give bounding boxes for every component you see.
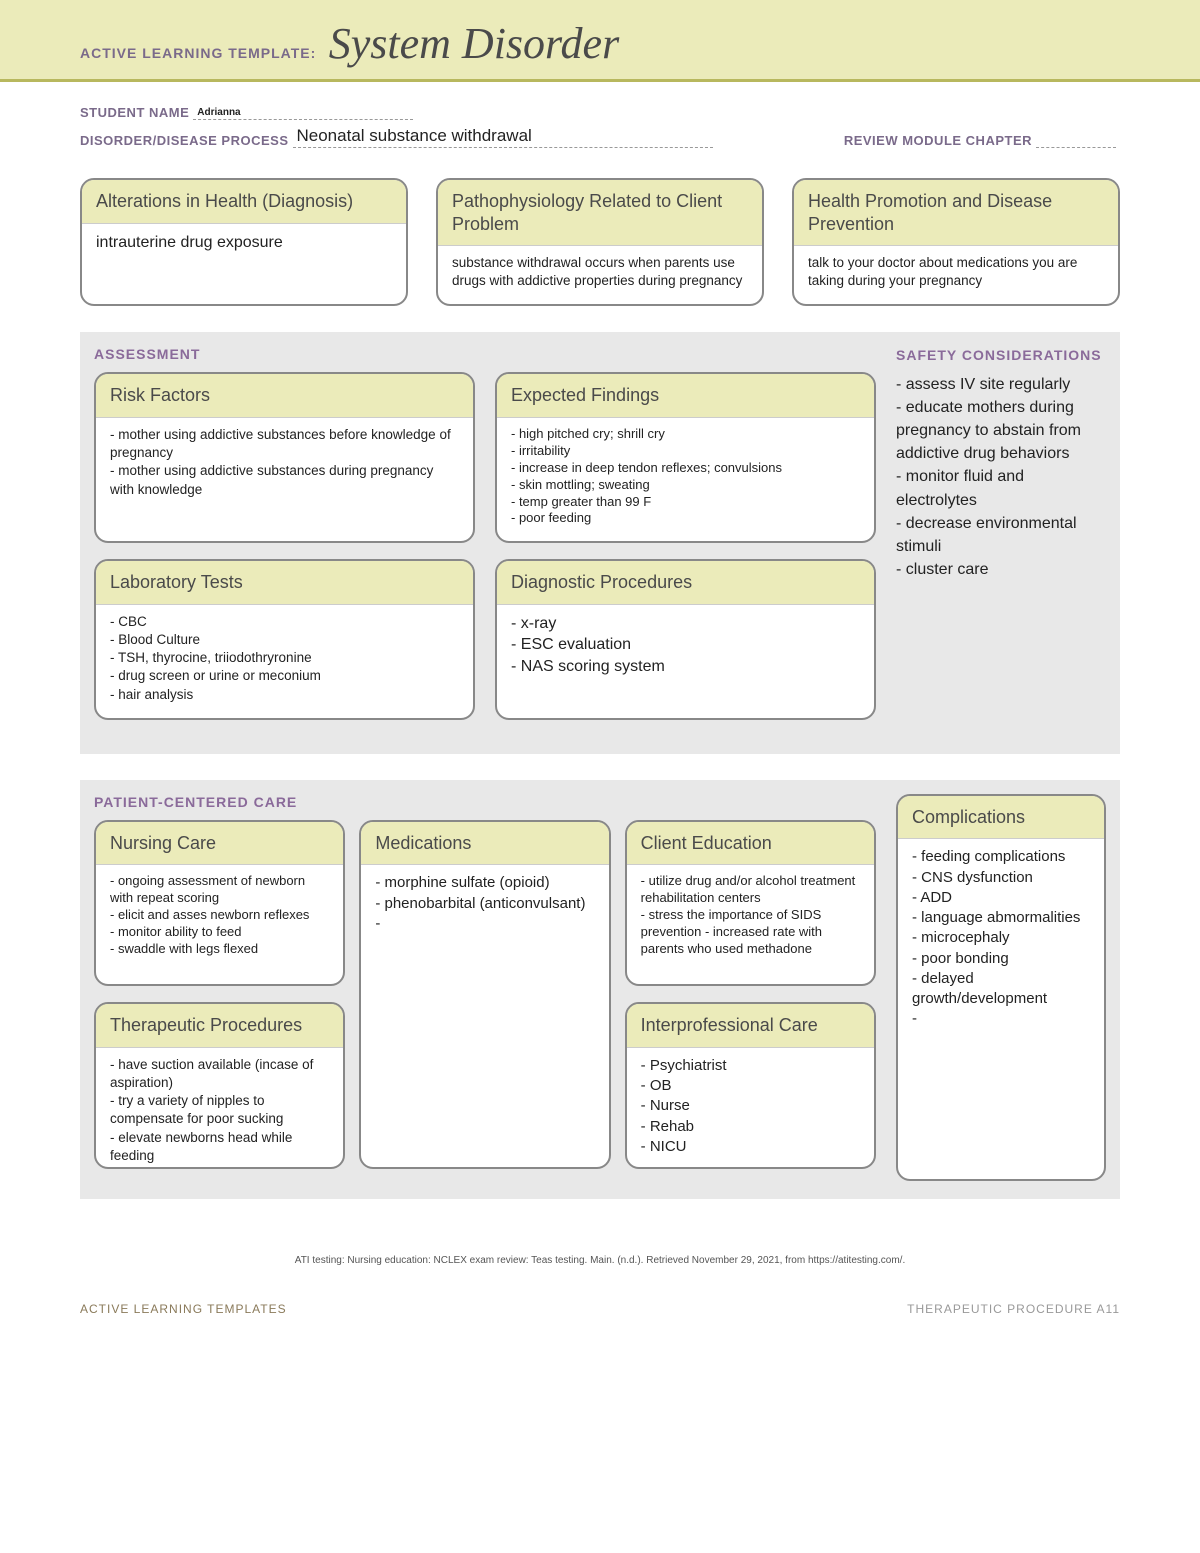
safety-body: - assess IV site regularly - educate mot…: [896, 373, 1106, 582]
risk-card: Risk Factors - mother using addictive su…: [94, 372, 475, 543]
student-value: Adrianna: [197, 107, 240, 118]
expected-card: Expected Findings - high pitched cry; sh…: [495, 372, 876, 543]
alterations-body: intrauterine drug exposure: [82, 224, 406, 268]
complications-body: - feeding complications - CNS dysfunctio…: [898, 839, 1104, 1179]
labs-body: - CBC - Blood Culture - TSH, thyrocine, …: [96, 605, 473, 718]
footer-left: ACTIVE LEARNING TEMPLATES: [80, 1302, 287, 1316]
pcc-title: PATIENT-CENTERED CARE: [94, 794, 876, 810]
student-row: STUDENT NAME Adrianna: [80, 102, 1120, 120]
nursing-head: Nursing Care: [96, 822, 343, 866]
therapeutic-head: Therapeutic Procedures: [96, 1004, 343, 1048]
citation: ATI testing: Nursing education: NCLEX ex…: [0, 1245, 1200, 1296]
expected-head: Expected Findings: [497, 374, 874, 418]
pcc-section: PATIENT-CENTERED CARE Nursing Care - ong…: [80, 780, 1120, 1200]
page: ACTIVE LEARNING TEMPLATE: System Disorde…: [0, 0, 1200, 1346]
risk-body: - mother using addictive substances befo…: [96, 418, 473, 513]
health-promo-head: Health Promotion and Disease Prevention: [794, 180, 1118, 246]
disorder-value: Neonatal substance withdrawal: [297, 126, 532, 146]
therapeutic-body: - have suction available (incase of aspi…: [96, 1048, 343, 1169]
complications-sidebar: Complications - feeding complications - …: [896, 794, 1106, 1182]
content: Alterations in Health (Diagnosis) intrau…: [0, 168, 1200, 1245]
risk-head: Risk Factors: [96, 374, 473, 418]
chapter-label: REVIEW MODULE CHAPTER: [844, 133, 1032, 148]
inter-body: - Psychiatrist - OB - Nurse - Rehab - NI…: [627, 1048, 874, 1169]
inter-head: Interprofessional Care: [627, 1004, 874, 1048]
patho-card: Pathophysiology Related to Client Proble…: [436, 178, 764, 306]
alterations-card: Alterations in Health (Diagnosis) intrau…: [80, 178, 408, 306]
student-label: STUDENT NAME: [80, 105, 189, 120]
nursing-card: Nursing Care - ongoing assessment of new…: [94, 820, 345, 986]
patho-head: Pathophysiology Related to Client Proble…: [438, 180, 762, 246]
inter-card: Interprofessional Care - Psychiatrist - …: [625, 1002, 876, 1168]
diag-body: - x-ray - ESC evaluation - NAS scoring s…: [497, 605, 874, 692]
client-edu-card: Client Education - utilize drug and/or a…: [625, 820, 876, 986]
meds-head: Medications: [361, 822, 608, 866]
client-edu-body: - utilize drug and/or alcohol treatment …: [627, 865, 874, 971]
expected-body: - high pitched cry; shrill cry - irritab…: [497, 418, 874, 541]
complications-card: Complications - feeding complications - …: [896, 794, 1106, 1182]
assessment-title: ASSESSMENT: [94, 346, 876, 362]
header-band: ACTIVE LEARNING TEMPLATE: System Disorde…: [0, 0, 1200, 82]
labs-head: Laboratory Tests: [96, 561, 473, 605]
client-edu-head: Client Education: [627, 822, 874, 866]
labs-card: Laboratory Tests - CBC - Blood Culture -…: [94, 559, 475, 720]
meds-card: Medications - morphine sulfate (opioid) …: [359, 820, 610, 1169]
footer: ACTIVE LEARNING TEMPLATES THERAPEUTIC PR…: [0, 1296, 1200, 1346]
patho-body: substance withdrawal occurs when parents…: [438, 246, 762, 304]
complications-head: Complications: [898, 796, 1104, 840]
diag-head: Diagnostic Procedures: [497, 561, 874, 605]
alterations-head: Alterations in Health (Diagnosis): [82, 180, 406, 224]
disorder-label: DISORDER/DISEASE PROCESS: [80, 133, 289, 148]
health-promo-body: talk to your doctor about medications yo…: [794, 246, 1118, 304]
safety-title: SAFETY CONSIDERATIONS: [896, 346, 1106, 364]
meds-body: - morphine sulfate (opioid) - phenobarbi…: [361, 865, 608, 948]
diag-card: Diagnostic Procedures - x-ray - ESC eval…: [495, 559, 876, 720]
header-title: System Disorder: [329, 18, 619, 69]
student-line: Adrianna: [193, 102, 413, 120]
chapter-line: [1036, 130, 1116, 148]
safety-sidebar: SAFETY CONSIDERATIONS - assess IV site r…: [896, 346, 1106, 735]
nursing-body: - ongoing assessment of newborn with rep…: [96, 865, 343, 971]
therapeutic-card: Therapeutic Procedures - have suction av…: [94, 1002, 345, 1168]
disorder-row: DISORDER/DISEASE PROCESS Neonatal substa…: [80, 130, 1120, 148]
footer-right: THERAPEUTIC PROCEDURE A11: [907, 1302, 1120, 1316]
health-promo-card: Health Promotion and Disease Prevention …: [792, 178, 1120, 306]
meta-block: STUDENT NAME Adrianna DISORDER/DISEASE P…: [0, 82, 1200, 168]
assessment-section: ASSESSMENT Risk Factors - mother using a…: [80, 332, 1120, 753]
header-prefix: ACTIVE LEARNING TEMPLATE:: [80, 45, 316, 61]
disorder-line: Neonatal substance withdrawal: [293, 130, 713, 148]
top-row: Alterations in Health (Diagnosis) intrau…: [80, 178, 1120, 306]
